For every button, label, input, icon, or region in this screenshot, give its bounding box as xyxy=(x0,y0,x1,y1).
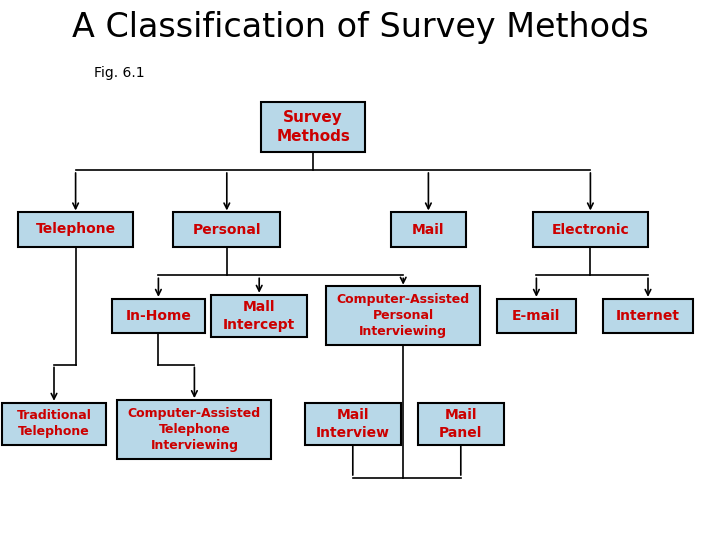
Text: Internet: Internet xyxy=(616,309,680,323)
Text: Electronic: Electronic xyxy=(552,222,629,237)
FancyBboxPatch shape xyxy=(261,102,365,152)
Text: Personal: Personal xyxy=(192,222,261,237)
FancyBboxPatch shape xyxy=(112,299,204,333)
Text: A Classification of Survey Methods: A Classification of Survey Methods xyxy=(71,10,649,44)
FancyBboxPatch shape xyxy=(498,299,576,333)
Text: Mail
Panel: Mail Panel xyxy=(439,408,482,440)
FancyBboxPatch shape xyxy=(117,400,271,459)
Text: Survey
Methods: Survey Methods xyxy=(276,110,350,144)
Text: Telephone: Telephone xyxy=(35,222,116,237)
FancyBboxPatch shape xyxy=(2,403,106,445)
Text: Computer-Assisted
Personal
Interviewing: Computer-Assisted Personal Interviewing xyxy=(337,293,469,339)
FancyBboxPatch shape xyxy=(418,403,504,445)
FancyBboxPatch shape xyxy=(533,212,648,247)
Text: In-Home: In-Home xyxy=(125,309,192,323)
Text: E-mail: E-mail xyxy=(512,309,561,323)
Text: Mall
Intercept: Mall Intercept xyxy=(223,300,295,332)
FancyBboxPatch shape xyxy=(18,212,133,247)
FancyBboxPatch shape xyxy=(211,295,307,337)
Text: Computer-Assisted
Telephone
Interviewing: Computer-Assisted Telephone Interviewing xyxy=(128,407,261,452)
Text: Mail: Mail xyxy=(412,222,445,237)
FancyBboxPatch shape xyxy=(326,286,480,346)
Text: Fig. 6.1: Fig. 6.1 xyxy=(94,66,144,80)
FancyBboxPatch shape xyxy=(173,212,280,247)
Text: Traditional
Telephone: Traditional Telephone xyxy=(17,409,91,438)
FancyBboxPatch shape xyxy=(391,212,466,247)
FancyBboxPatch shape xyxy=(305,403,401,445)
Text: Mail
Interview: Mail Interview xyxy=(316,408,390,440)
FancyBboxPatch shape xyxy=(603,299,693,333)
